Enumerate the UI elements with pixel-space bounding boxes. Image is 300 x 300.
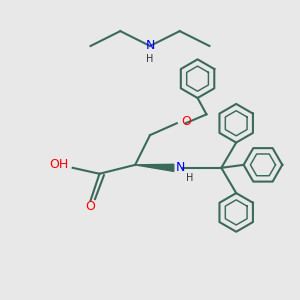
Polygon shape	[135, 164, 174, 171]
Text: N: N	[145, 40, 155, 52]
Text: H: H	[186, 173, 194, 183]
Text: OH: OH	[50, 158, 69, 171]
Text: H: H	[146, 54, 154, 64]
Text: O: O	[85, 200, 95, 213]
Text: N: N	[175, 161, 184, 174]
Text: O: O	[181, 115, 191, 128]
